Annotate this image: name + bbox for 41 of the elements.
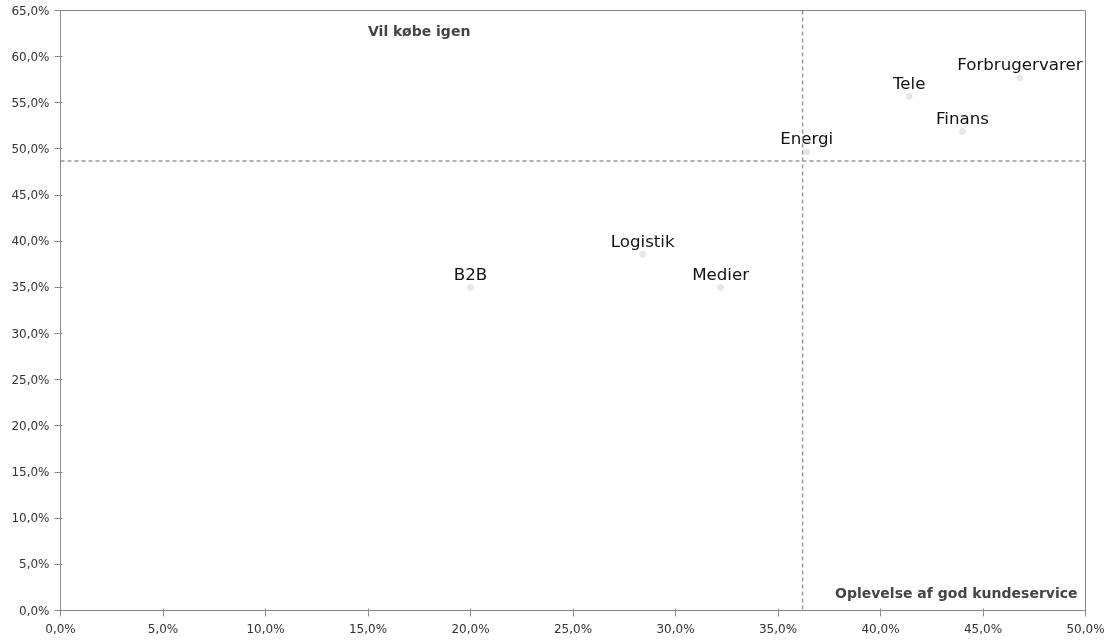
y-tick-label: 10,0% xyxy=(11,511,50,526)
point xyxy=(959,127,966,135)
y-tick-label: 35,0% xyxy=(11,280,50,295)
series-label: Forbrugervarer xyxy=(957,55,1083,75)
y-tick-label: 0,0% xyxy=(19,603,50,618)
x-tick-label: 30,0% xyxy=(656,621,695,636)
y-tick-label: 30,0% xyxy=(11,326,50,341)
x-tick-label: 50,0% xyxy=(1066,621,1105,636)
x-tick-label: 10,0% xyxy=(246,621,285,636)
x-tick-label: 35,0% xyxy=(758,621,798,636)
y-axis-title: Vil købe igen xyxy=(368,22,471,39)
series-label: B2B xyxy=(453,264,488,284)
y-tick-label: 60,0% xyxy=(11,49,50,64)
point xyxy=(803,148,811,156)
y-tick-label: 45,0% xyxy=(11,188,50,203)
series-label: Logistik xyxy=(610,231,675,251)
y-tick-label: 50,0% xyxy=(11,141,50,156)
x-tick-label: 45,0% xyxy=(963,621,1003,636)
point xyxy=(1016,74,1024,82)
x-tick-label: 40,0% xyxy=(861,621,900,636)
x-tick-label: 20,0% xyxy=(451,621,490,636)
point xyxy=(717,283,725,291)
series-label: Energi xyxy=(780,129,834,149)
y-tick-label: 25,0% xyxy=(11,372,50,387)
y-tick-label: 40,0% xyxy=(11,234,50,249)
series-label: Tele xyxy=(891,73,926,93)
x-tick-label: 0,0% xyxy=(45,621,76,636)
y-tick-label: 5,0% xyxy=(19,557,50,572)
x-tick-label: 5,0% xyxy=(147,621,179,636)
x-tick-label: 25,0% xyxy=(553,621,593,636)
x-axis-title: Oplevelse af god kundeservice xyxy=(835,584,1078,601)
y-tick-label: 15,0% xyxy=(11,465,50,480)
point xyxy=(467,283,474,291)
y-tick-label: 65,0% xyxy=(11,3,50,18)
y-tick-label: 55,0% xyxy=(11,95,50,110)
point xyxy=(905,92,913,100)
y-tick-label: 20,0% xyxy=(11,418,50,433)
series-label: Medier xyxy=(692,264,750,284)
point xyxy=(639,250,647,258)
series-label: Finans xyxy=(936,108,989,128)
x-tick-label: 15,0% xyxy=(348,621,388,636)
